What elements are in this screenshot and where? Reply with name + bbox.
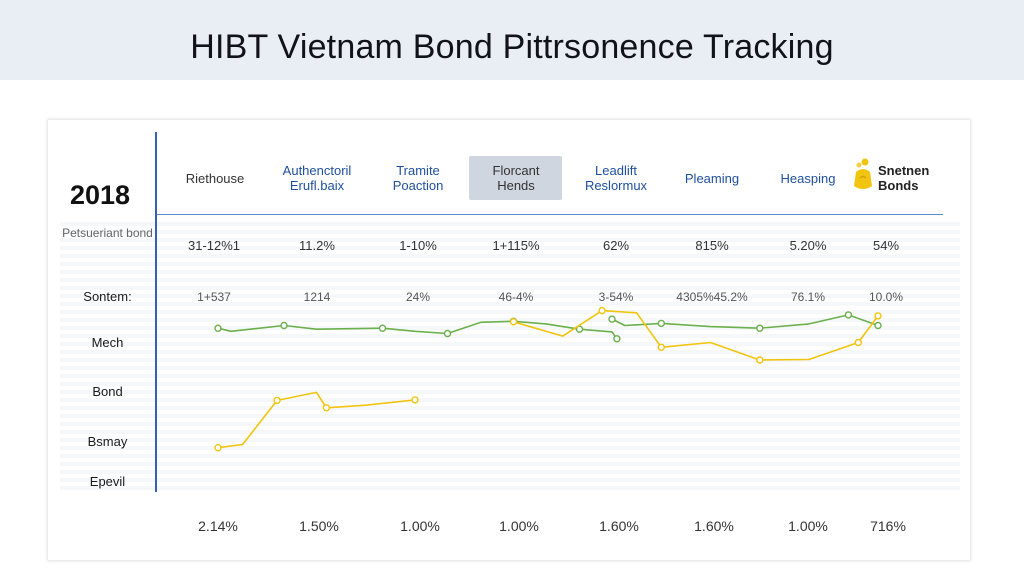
series-1-point [854, 338, 862, 347]
title-bar [0, 0, 1024, 80]
selected-column-highlight [469, 156, 562, 200]
footer-value: 2.14% [198, 518, 238, 534]
footer-value: 1.60% [694, 518, 734, 534]
series-0-point [280, 321, 288, 330]
table-cell: 24% [405, 290, 431, 304]
column-header-tramite[interactable]: Tramite Poaction [392, 163, 444, 193]
series-1-line-1 [513, 309, 879, 361]
table-cell: 4305%45.2% [676, 290, 748, 304]
column-header-heasping[interactable]: Heasping [780, 171, 836, 186]
column-header-leadlift[interactable]: Leadlift Reslormux [584, 163, 648, 193]
series-1-point [322, 404, 331, 412]
bond-bag-icon [854, 158, 872, 189]
series-0-point [756, 324, 764, 332]
series-0-point [443, 329, 452, 338]
row-label-petsueriant-bond: Petsueriant bond [62, 226, 153, 240]
table-cell: 10.0% [868, 290, 904, 304]
series-1-point [509, 318, 518, 326]
table-cell: 76.1% [790, 290, 826, 304]
page-title: HIBT Vietnam Bond Pittrsonence Tracking [190, 28, 834, 66]
table-cell: 11.2% [299, 238, 335, 253]
table-cell: 1214 [303, 290, 331, 304]
table-cell: 1+115% [492, 238, 540, 253]
series-1-line-0 [217, 391, 416, 449]
table-cell: 1-10% [399, 238, 437, 253]
footer-value: 1.50% [299, 518, 339, 534]
column-header-riethouse[interactable]: Riethouse [185, 171, 245, 186]
series-0-line-1 [611, 314, 879, 330]
table-cell: 3-54% [598, 290, 634, 304]
table-cell: 31-12%1 [187, 238, 241, 253]
table-cell: 815% [695, 238, 729, 253]
table-cell: 46-4% [498, 290, 534, 304]
series-0-point [608, 315, 616, 323]
column-header-authenctoril[interactable]: Authenctoril Erufl.baix [282, 163, 352, 193]
series-0-point [657, 319, 665, 328]
row-label-bond: Bond [92, 384, 123, 399]
row-stripes [60, 222, 960, 490]
row-label-epevil: Epevil [89, 474, 126, 489]
series-1-point [874, 312, 882, 320]
table-cell: 5.20% [789, 238, 827, 253]
series-0-point [844, 311, 853, 319]
series-0-point [874, 321, 882, 330]
series-1-point [273, 396, 281, 405]
column-header-snetnen-bonds[interactable]: Snetnen Bonds [878, 163, 930, 193]
table-cell: 62% [602, 238, 630, 253]
footer-value: 1.00% [400, 518, 440, 534]
series-1-point [214, 444, 222, 452]
column-header-florcant[interactable]: Florcant Hends [492, 163, 540, 193]
series-1-point [598, 306, 606, 315]
footer-value: 1.60% [599, 518, 639, 534]
column-header-pleaming[interactable]: Pleaming [684, 171, 740, 186]
table-cell: 1+537 [197, 290, 231, 304]
series-0-point [214, 324, 222, 332]
series-1-point [756, 356, 764, 364]
year-label: 2018 [70, 180, 131, 210]
series-1-point [657, 343, 665, 351]
row-label-bsmay: Bsmay [87, 434, 128, 449]
vertical-divider [155, 132, 157, 492]
series-0-point [613, 335, 621, 343]
row-label-mech: Mech [91, 335, 124, 350]
table-cell: 54% [872, 238, 900, 253]
footer-value: 716% [870, 518, 906, 534]
footer-value: 1.00% [788, 518, 828, 534]
row-label-sontem: Sontem: [83, 289, 132, 304]
series-0-point [378, 324, 387, 332]
series-1-point [411, 396, 419, 404]
series-0-line-0 [217, 320, 618, 340]
footer-value: 1.00% [499, 518, 539, 534]
header-divider [157, 214, 943, 215]
